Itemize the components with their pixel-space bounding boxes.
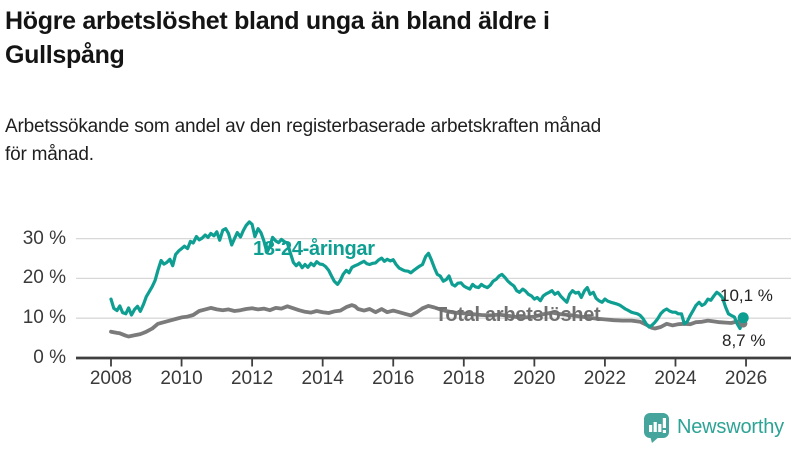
- page-subtitle: Arbetssökande som andel av den registerb…: [5, 116, 602, 165]
- newsworthy-chart-bubble-icon: [644, 413, 669, 443]
- y-tick-label: 0 %: [33, 347, 66, 368]
- page-title: Högre arbetslöshet bland unga än bland ä…: [5, 7, 550, 69]
- end-value-label-18-24: 10,1 %: [720, 286, 773, 305]
- x-tick-label: 2012: [230, 368, 274, 389]
- x-tick-label: 2016: [372, 368, 415, 389]
- series-label-18-24: 18-24-åringar: [253, 238, 375, 260]
- x-tick-label: 2020: [513, 368, 556, 389]
- series-label-total: Total arbetslöshet: [435, 304, 601, 326]
- x-tick-label: 2024: [654, 368, 697, 389]
- x-tick-label: 2008: [89, 368, 133, 389]
- x-tick-label: 2014: [301, 368, 344, 389]
- x-tick-label: 2026: [724, 368, 768, 389]
- end-value-label-total: 8,7 %: [722, 331, 766, 350]
- newsworthy-logo: Newsworthy: [643, 412, 784, 443]
- y-tick-label: 20 %: [22, 267, 66, 289]
- series-line: [109, 220, 745, 331]
- x-tick-label: 2022: [583, 368, 627, 389]
- x-tick-label: 2018: [442, 368, 485, 389]
- series-end-dot: [737, 312, 749, 324]
- y-tick-label: 30 %: [22, 227, 66, 249]
- newsworthy-wordmark: Newsworthy: [677, 416, 784, 438]
- series-line: [109, 303, 746, 339]
- x-tick-label: 2010: [160, 368, 203, 389]
- y-tick-label: 10 %: [22, 307, 66, 329]
